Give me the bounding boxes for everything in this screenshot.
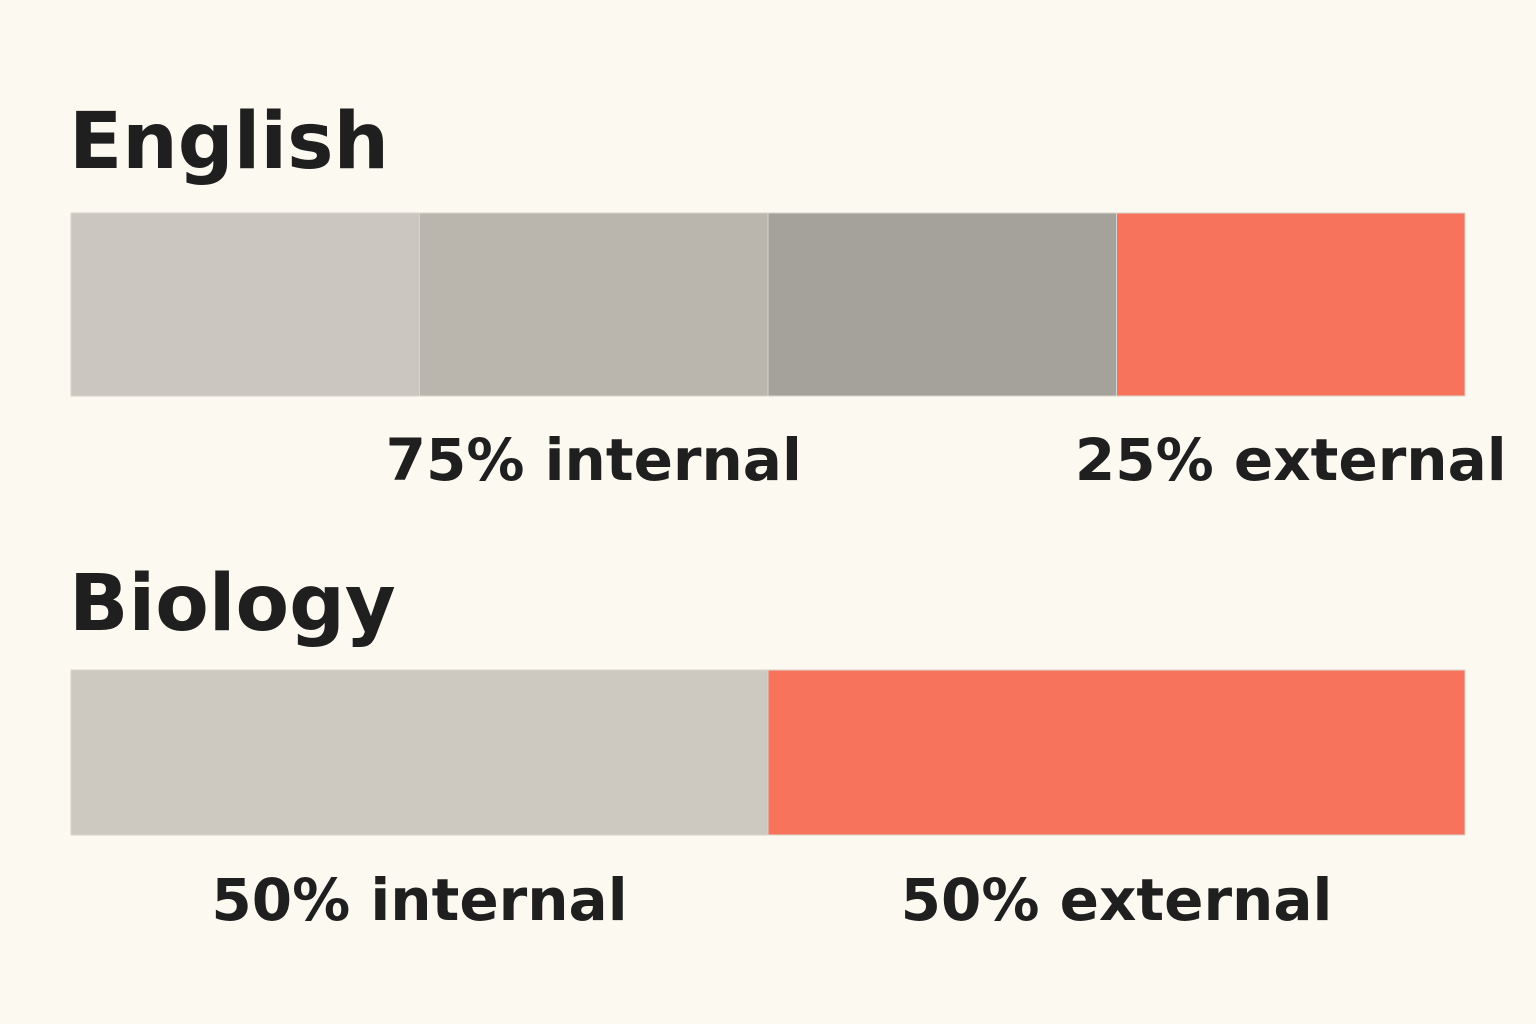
bar-segment [767,669,1466,836]
chart-title: Biology [69,559,396,649]
segment-label: 75% internal [386,426,802,494]
bar-segment [1116,212,1466,397]
bar-segment [419,212,769,397]
bar-segment [70,669,769,836]
segment-label: 50% internal [211,866,627,934]
chart-title: English [69,97,389,187]
bar-segment [767,212,1117,397]
segment-label: 25% external [1075,426,1507,494]
bar-segment [70,212,420,397]
segment-label: 50% external [901,866,1333,934]
